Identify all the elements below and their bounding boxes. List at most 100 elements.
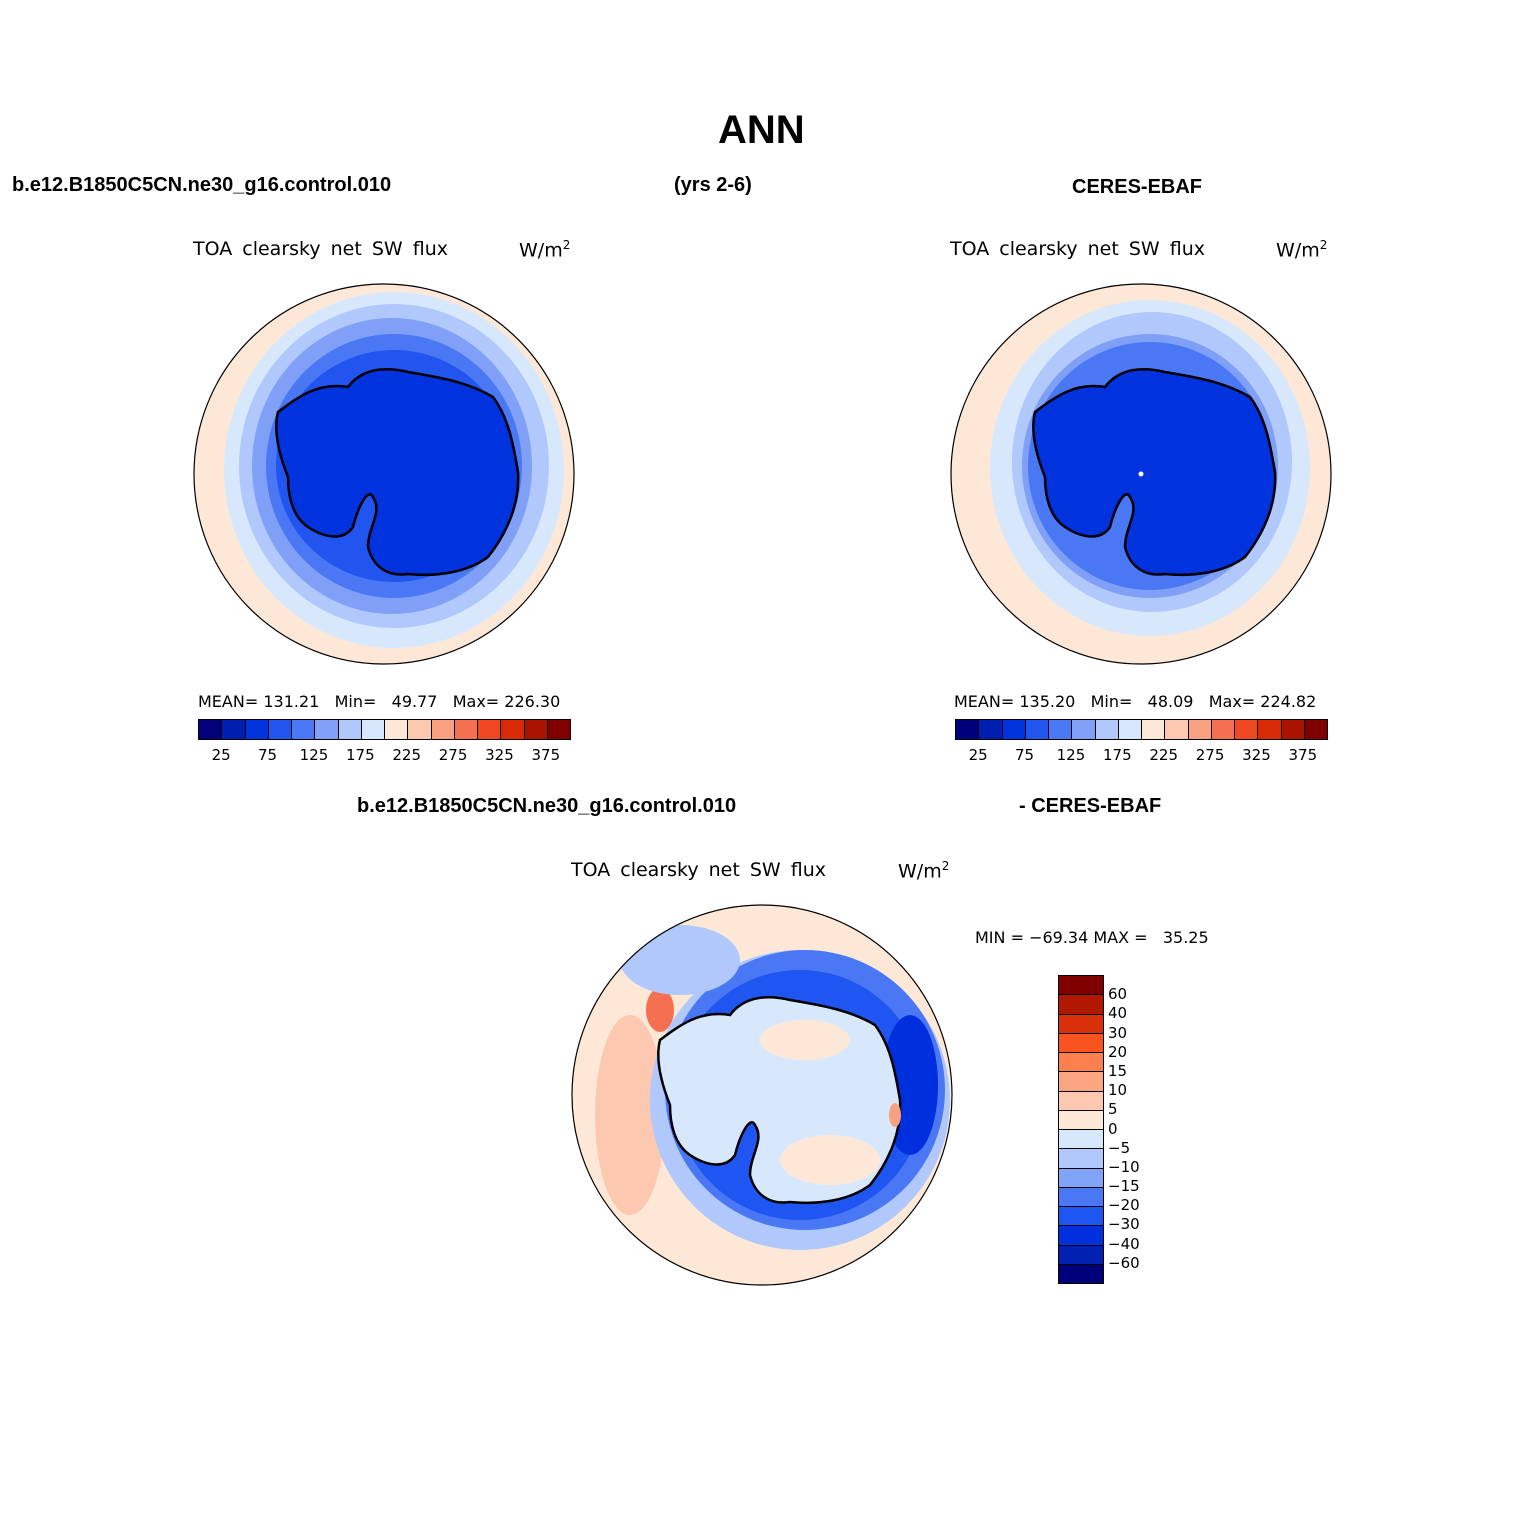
model-colorbar-swatch — [268, 720, 292, 739]
diff-colorbar-swatch — [1059, 1226, 1103, 1246]
diff-colorbar-tick-label: 0 — [1108, 1119, 1118, 1138]
obs-colorbar-swatch — [1095, 720, 1119, 739]
model-colorbar-swatch — [431, 720, 455, 739]
model-colorbar-tick-label: 275 — [438, 746, 468, 764]
model-colorbar-tick-label: 375 — [531, 746, 561, 764]
obs-colorbar-tick-label: 25 — [968, 746, 988, 764]
obs-colorbar-swatch — [1072, 720, 1096, 739]
model-colorbar-swatch — [292, 720, 316, 739]
obs-colorbar-swatch — [1235, 720, 1259, 739]
years-header: (yrs 2-6) — [674, 174, 752, 196]
obs-stats: MEAN= 135.20 Min= 48.09 Max= 224.82 — [954, 692, 1317, 711]
diff-minmax: MIN = −69.34 MAX = 35.25 — [975, 928, 1209, 947]
diff-colorbar-tick-label: −60 — [1108, 1253, 1140, 1272]
diff-colorbar-swatch — [1059, 1053, 1103, 1073]
diff-obs-header: - CERES-EBAF — [1019, 795, 1162, 817]
obs-mean: 135.20 — [1019, 692, 1076, 711]
diff-colorbar-swatch — [1059, 1168, 1103, 1188]
model-colorbar-tick-label: 125 — [299, 746, 329, 764]
model-colorbar-tick-label: 325 — [485, 746, 514, 764]
diff-colorbar-swatch — [1059, 1245, 1103, 1265]
obs-colorbar-swatch — [979, 720, 1003, 739]
diff-colorbar-swatch — [1059, 1014, 1103, 1034]
diff-colorbar-swatch — [1059, 976, 1103, 996]
obs-colorbar-swatch — [1211, 720, 1235, 739]
obs-colorbar-swatch — [1118, 720, 1142, 739]
obs-colorbar-swatch — [1281, 720, 1305, 739]
obs-colorbar-tick-label: 325 — [1242, 746, 1271, 764]
diff-colorbar-tick-label: −30 — [1108, 1215, 1140, 1234]
obs-colorbar-swatch — [1025, 720, 1049, 739]
model-variable-label: TOA clearsky net SW flux — [193, 238, 449, 260]
diff-colorbar-tick-label: 5 — [1108, 1100, 1118, 1119]
obs-min: 48.09 — [1147, 692, 1194, 711]
model-colorbar-tick-label: 75 — [258, 746, 278, 764]
obs-colorbar-swatch — [1049, 720, 1073, 739]
diff-colorbar-swatch — [1059, 1072, 1103, 1092]
diff-colorbar-tick-label: 15 — [1108, 1061, 1128, 1080]
model-min: 49.77 — [391, 692, 438, 711]
diff-colorbar-tick-label: −20 — [1108, 1196, 1140, 1215]
model-colorbar-swatch — [338, 720, 362, 739]
obs-colorbar-swatch — [1165, 720, 1189, 739]
diff-map — [572, 905, 952, 1285]
diff-colorbar-tick-label: −15 — [1108, 1177, 1140, 1196]
diff-case-header: b.e12.B1850C5CN.ne30_g16.control.010 — [357, 795, 737, 817]
diff-variable-label: TOA clearsky net SW flux — [571, 859, 827, 881]
model-units-label: W/m2 — [519, 238, 571, 262]
model-colorbar-swatch — [524, 720, 548, 739]
obs-colorbar-tick-label: 175 — [1102, 746, 1132, 764]
model-colorbar-swatch — [547, 720, 570, 739]
model-colorbar-swatch — [385, 720, 409, 739]
diff-colorbar-tick-label: −40 — [1108, 1234, 1140, 1253]
diff-colorbar-tick-label: −5 — [1108, 1138, 1131, 1157]
obs-variable-label: TOA clearsky net SW flux — [950, 238, 1206, 260]
diff-colorbar-tick-label: 60 — [1108, 985, 1128, 1004]
diff-colorbar-swatch — [1059, 1149, 1103, 1169]
obs-colorbar-swatch — [1188, 720, 1212, 739]
diff-units-label: W/m2 — [898, 859, 950, 883]
diff-colorbar-tick-label: 10 — [1108, 1081, 1128, 1100]
obs-max: 224.82 — [1260, 692, 1317, 711]
diff-colorbar-tick-label: 30 — [1108, 1023, 1128, 1042]
obs-colorbar-tick-label: 75 — [1015, 746, 1035, 764]
model-colorbar-swatch — [478, 720, 502, 739]
obs-colorbar-swatch — [1142, 720, 1166, 739]
model-max: 226.30 — [504, 692, 561, 711]
obs-map — [951, 284, 1331, 664]
diff-colorbar-swatch — [1059, 1207, 1103, 1227]
obs-colorbar-tick-label: 125 — [1056, 746, 1086, 764]
case-name-header: b.e12.B1850C5CN.ne30_g16.control.010 — [12, 174, 392, 196]
model-map-border — [193, 283, 575, 665]
model-colorbar — [198, 719, 571, 740]
obs-colorbar-swatch — [956, 720, 980, 739]
obs-colorbar-tick-label: 225 — [1149, 746, 1178, 764]
model-colorbar-swatch — [501, 720, 525, 739]
diff-colorbar — [1058, 975, 1104, 1284]
model-colorbar-swatch — [245, 720, 269, 739]
model-colorbar-swatch — [222, 720, 246, 739]
obs-colorbar-swatch — [1002, 720, 1026, 739]
obs-colorbar-swatch — [1304, 720, 1327, 739]
diff-colorbar-swatch — [1059, 1187, 1103, 1207]
model-colorbar-tick-label: 175 — [345, 746, 375, 764]
obs-colorbar-tick-label: 375 — [1288, 746, 1318, 764]
model-colorbar-swatch — [454, 720, 478, 739]
obs-colorbar — [955, 719, 1328, 740]
page-title: ANN — [718, 108, 805, 152]
obs-colorbar-swatch — [1258, 720, 1282, 739]
model-colorbar-tick-label: 25 — [211, 746, 231, 764]
model-colorbar-tick-label: 225 — [392, 746, 421, 764]
obs-name-header: CERES-EBAF — [1072, 176, 1203, 198]
model-stats: MEAN= 131.21 Min= 49.77 Max= 226.30 — [198, 692, 561, 711]
diff-colorbar-swatch — [1059, 1033, 1103, 1053]
model-map — [194, 284, 574, 664]
diff-colorbar-tick-label: −10 — [1108, 1157, 1140, 1176]
model-colorbar-swatch — [315, 720, 339, 739]
diff-colorbar-swatch — [1059, 1264, 1103, 1283]
obs-units-label: W/m2 — [1276, 238, 1328, 262]
model-mean: 131.21 — [263, 692, 320, 711]
diff-colorbar-swatch — [1059, 1110, 1103, 1130]
diff-colorbar-swatch — [1059, 995, 1103, 1015]
